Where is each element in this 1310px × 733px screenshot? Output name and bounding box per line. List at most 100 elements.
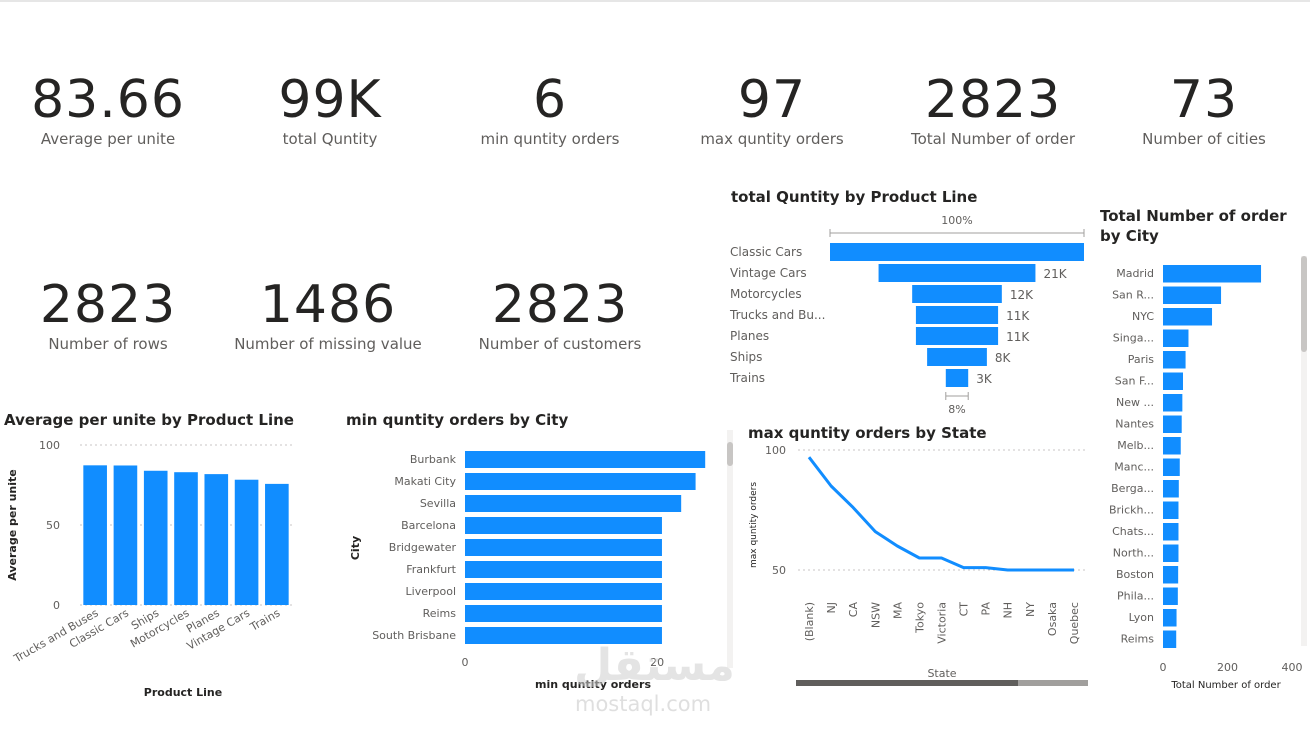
scrollbar-thumb [796, 680, 1018, 686]
y-tick-label: 0 [53, 599, 60, 612]
kpi-value: 83.66 [31, 70, 185, 130]
y-category-label: South Brisbane [372, 629, 456, 642]
x-category-label: MA [891, 602, 904, 619]
min-quantity-city-chart[interactable]: Burbank Makati City Sevilla Barcelona Bridge… [340, 430, 740, 700]
bar [465, 583, 662, 600]
x-axis-title: Product Line [144, 686, 222, 699]
bar [1163, 458, 1180, 476]
x-tick-label: 0 [462, 656, 469, 669]
kpi-max-quantity-orders[interactable]: 97 max quntity orders [682, 72, 862, 148]
kpi-label: min quntity orders [480, 130, 620, 148]
kpi-label: total Quntity [282, 130, 378, 148]
bar [465, 517, 662, 534]
funnel-bar [878, 264, 1036, 282]
bar [1163, 437, 1181, 455]
kpi-number-of-missing-value[interactable]: 1486 Number of missing value [228, 277, 428, 353]
x-category-label: Quebec [1068, 602, 1081, 644]
y-axis-title: City [349, 536, 362, 560]
y-category-label: Boston [1116, 568, 1154, 581]
bar [265, 483, 289, 605]
x-category-label: PA [980, 602, 993, 616]
y-category-label: Makati City [394, 475, 456, 488]
bar [1163, 523, 1179, 541]
scrollbar-track [727, 430, 733, 668]
y-category-label: Chats... [1112, 525, 1154, 538]
y-category-label: Melb... [1117, 439, 1154, 452]
y-category-label: Nantes [1115, 418, 1154, 431]
bar [204, 474, 229, 605]
citycount-chart-title: Total Number of order by City [1100, 207, 1287, 245]
bar [143, 470, 168, 605]
bar [465, 451, 706, 468]
x-axis-title: min quntity orders [535, 678, 651, 691]
y-category-label: Madrid [1116, 267, 1154, 280]
y-category-label: Liverpool [406, 585, 456, 598]
x-category-label: NJ [825, 602, 838, 613]
avg-chart-title: Average per unite by Product Line [4, 411, 294, 429]
funnel-data-label: 11K [1006, 330, 1030, 344]
funnel-bar [945, 369, 969, 387]
total-orders-city-chart[interactable]: Madrid San R... NYC Singa... Paris San F... Ne… [1095, 250, 1310, 695]
kpi-number-of-customers[interactable]: 2823 Number of customers [470, 277, 650, 353]
funnel-chart-title: total Quntity by Product Line [731, 188, 978, 206]
kpi-value: 2823 [924, 70, 1062, 130]
x-tick-label: 200 [1217, 661, 1238, 674]
y-category-label: Singa... [1113, 332, 1154, 345]
funnel-data-label: 3K [976, 372, 993, 386]
kpi-number-of-cities[interactable]: 73 Number of cities [1114, 72, 1294, 148]
funnel-category-label: Ships [730, 350, 762, 364]
scrollbar-thumb [727, 442, 733, 466]
y-tick-label: 50 [772, 564, 786, 577]
y-tick-label: 100 [765, 444, 786, 457]
scrollbar-track [1301, 256, 1307, 646]
y-axis-title: Average per unite [6, 469, 19, 581]
bar [1163, 609, 1177, 627]
funnel-category-label: Classic Cars [730, 245, 802, 259]
bar [1163, 415, 1182, 433]
x-tick-label: 400 [1282, 661, 1303, 674]
kpi-min-quantity-orders[interactable]: 6 min quntity orders [460, 72, 640, 148]
kpi-label: Number of missing value [234, 335, 422, 353]
bar [174, 472, 198, 605]
y-category-label: Berga... [1111, 482, 1154, 495]
watermark-url: mostaql.com [575, 692, 712, 716]
x-category-label: Trains [247, 606, 282, 634]
kpi-value: 73 [1169, 70, 1239, 130]
series-line [807, 456, 1074, 572]
bar [1163, 329, 1189, 347]
funnel-data-label: 12K [1010, 288, 1034, 302]
kpi-average-per-unite[interactable]: 83.66 Average per unite [18, 72, 198, 148]
y-category-label: Brickh... [1109, 504, 1154, 517]
kpi-label: Total Number of order [910, 130, 1076, 148]
bar [1163, 480, 1179, 498]
bar [1163, 566, 1179, 584]
bar [113, 465, 138, 605]
x-category-label: Tokyo [913, 602, 926, 634]
x-category-label: CT [958, 602, 971, 617]
funnel-data-label: 8K [995, 351, 1012, 365]
watermark-logo: مستقل [574, 640, 735, 691]
x-category-label: Osaka [1046, 602, 1059, 636]
y-category-label: Paris [1128, 353, 1154, 366]
x-tick-label: 0 [1160, 661, 1167, 674]
kpi-total-quantity[interactable]: 99K total Quntity [240, 72, 420, 148]
y-category-label: New ... [1116, 396, 1154, 409]
y-category-label: Frankfurt [406, 563, 456, 576]
kpi-number-of-rows[interactable]: 2823 Number of rows [18, 277, 198, 353]
mincity-chart-title: min quntity orders by City [346, 411, 569, 429]
kpi-label: Number of rows [48, 335, 168, 353]
kpi-total-number-of-order[interactable]: 2823 Total Number of order [898, 72, 1088, 148]
funnel-bar [915, 306, 999, 324]
y-category-label: Reims [1121, 633, 1155, 646]
total-quantity-funnel-chart[interactable]: 100% Classic Cars Vintage Cars 21K Motorcycl… [725, 205, 1095, 425]
kpi-value: 1486 [259, 275, 397, 335]
x-category-label: NY [1024, 602, 1037, 617]
bar [465, 627, 662, 644]
bar [1163, 286, 1222, 304]
max-quantity-state-chart[interactable]: 50 100 (Blank) NJ CA NSW MA Tokyo Victoria CT PA NH… [740, 440, 1100, 690]
funnel-category-label: Planes [730, 329, 769, 343]
x-category-label: CA [847, 602, 860, 618]
y-category-label: Burbank [410, 453, 457, 466]
bar [1163, 351, 1186, 369]
